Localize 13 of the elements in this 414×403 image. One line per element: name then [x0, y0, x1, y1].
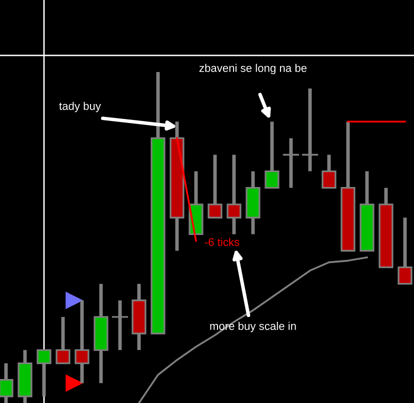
annotation: more buy scale in: [210, 322, 296, 332]
candlestick: [36, 349, 52, 396]
annotation: zbaveni se long na be: [199, 64, 307, 74]
candlestick: [0, 363, 14, 403]
annotation: -6 ticks: [204, 238, 240, 246]
candlestick: [74, 300, 90, 384]
candlestick: [264, 122, 280, 189]
candlestick: [322, 154, 336, 189]
annotation: tady buy: [59, 102, 101, 112]
candlestick: [56, 316, 70, 364]
candlestick: [226, 154, 242, 234]
candlestick: [398, 218, 412, 285]
candlestick: [208, 154, 222, 218]
